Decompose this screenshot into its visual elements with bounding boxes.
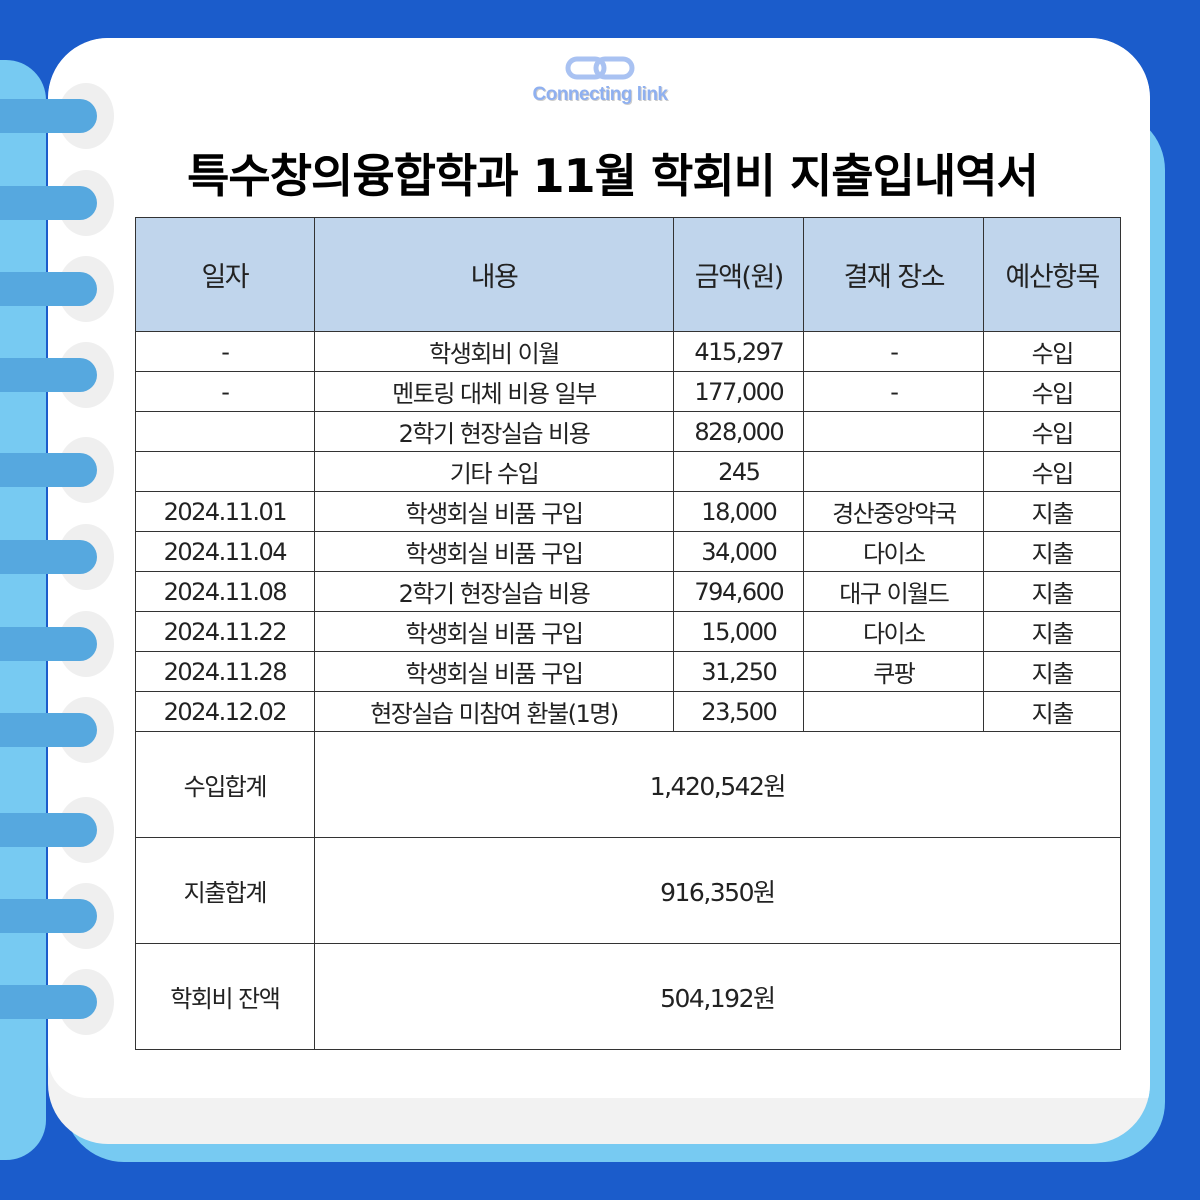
cell-payment-place: [803, 451, 985, 492]
cell-amount: 31,250: [673, 651, 805, 692]
cell-amount: 18,000: [673, 491, 805, 532]
cell-date: 2024.11.04: [135, 531, 315, 572]
table-row: - 학생회비 이월 415,297- 수입: [135, 331, 1121, 372]
cell-date: -: [135, 371, 315, 412]
binding-ring: [0, 99, 97, 133]
table-row: 2024.11.22 학생회실 비품 구입 15,000 다이소 지출: [135, 611, 1121, 652]
table-row: 2024.11.04 학생회실 비품 구입 34,000 다이소 지출: [135, 531, 1121, 572]
cell-date: 2024.11.22: [135, 611, 315, 652]
cell-description: 멘토링 대체 비용 일부: [313, 371, 675, 412]
header-budget-item: 예산항목: [983, 217, 1121, 332]
cell-date: 2024.11.01: [135, 491, 315, 532]
cell-date: 2024.11.28: [135, 651, 315, 692]
cell-budget-item: 지출: [983, 651, 1121, 692]
header-amount: 금액(원): [673, 217, 805, 332]
cell-amount: 828,000: [673, 411, 805, 452]
cell-payment-place: 경산중앙약국: [803, 491, 985, 532]
binding-ring: [0, 186, 97, 220]
notebook-binding-strip: [0, 60, 46, 1160]
cell-date: 2024.11.08: [135, 571, 315, 612]
binding-ring: [0, 627, 97, 661]
cell-amount: 415,297: [673, 331, 805, 372]
binding-ring: [0, 453, 97, 487]
summary-value: 916,350원: [313, 837, 1122, 944]
cell-date: [135, 411, 315, 452]
cell-description: 현장실습 미참여 환불(1명): [313, 691, 675, 732]
table-row: 2024.11.01 학생회실 비품 구입 18,000 경산중앙약국 지출: [135, 491, 1121, 532]
header-description: 내용: [313, 217, 675, 332]
cell-budget-item: 수입: [983, 451, 1121, 492]
ledger-table: 일자 내용 금액(원) 결재 장소 예산항목 - 학생회비 이월 415,297- 수입 - 멘토…: [135, 217, 1122, 1050]
cell-payment-place: -: [803, 371, 985, 412]
table-row: 2024.11.28 학생회실 비품 구입 31,250 쿠팡 지출: [135, 651, 1121, 692]
cell-amount: 15,000: [673, 611, 805, 652]
table-row: 기타 수입 245 수입: [135, 451, 1121, 492]
binding-ring: [0, 358, 97, 392]
cell-budget-item: 수입: [983, 371, 1121, 412]
cell-budget-item: 지출: [983, 491, 1121, 532]
cell-budget-item: 지출: [983, 691, 1121, 732]
binding-ring: [0, 713, 97, 747]
table-row: 2024.11.08 2학기 현장실습 비용 794,600 대구 이월드 지출: [135, 571, 1121, 612]
cell-amount: 245: [673, 451, 805, 492]
summary-row: 지출합계 916,350원: [135, 837, 1122, 944]
table-row: - 멘토링 대체 비용 일부 177,000- 수입: [135, 371, 1121, 412]
cell-budget-item: 지출: [983, 531, 1121, 572]
cell-amount: 23,500: [673, 691, 805, 732]
cell-description: 학생회실 비품 구입: [313, 611, 675, 652]
cell-amount: 34,000: [673, 531, 805, 572]
header-date: 일자: [135, 217, 315, 332]
summary-row: 수입합계 1,420,542원: [135, 731, 1122, 838]
binding-ring: [0, 272, 97, 306]
cell-payment-place: 다이소: [803, 611, 985, 652]
cell-payment-place: 다이소: [803, 531, 985, 572]
summary-label: 수입합계: [135, 731, 315, 838]
logo-text: Connecting link: [532, 84, 669, 105]
summary-value: 504,192원: [313, 943, 1122, 1050]
summary-label: 학회비 잔액: [135, 943, 315, 1050]
cell-payment-place: -: [803, 331, 985, 372]
chain-link-icon: [565, 56, 635, 80]
header-row: 일자 내용 금액(원) 결재 장소 예산항목: [135, 217, 1121, 332]
binding-ring: [0, 899, 97, 933]
cell-date: -: [135, 331, 315, 372]
logo: Connecting link: [520, 56, 680, 106]
cell-description: 2학기 현장실습 비용: [313, 571, 675, 612]
header-payment-place: 결재 장소: [803, 217, 985, 332]
binding-ring: [0, 813, 97, 847]
cell-amount: 794,600: [673, 571, 805, 612]
cell-description: 학생회비 이월: [313, 331, 675, 372]
cell-budget-item: 수입: [983, 331, 1121, 372]
cell-payment-place: 쿠팡: [803, 651, 985, 692]
cell-payment-place: [803, 411, 985, 452]
cell-description: 학생회실 비품 구입: [313, 651, 675, 692]
cell-description: 기타 수입: [313, 451, 675, 492]
cell-payment-place: [803, 691, 985, 732]
summary-value: 1,420,542원: [313, 731, 1122, 838]
cell-description: 학생회실 비품 구입: [313, 491, 675, 532]
cell-budget-item: 지출: [983, 611, 1121, 652]
cell-budget-item: 수입: [983, 411, 1121, 452]
table-row: 2학기 현장실습 비용 828,000 수입: [135, 411, 1121, 452]
table-row: 2024.12.02 현장실습 미참여 환불(1명) 23,500 지출: [135, 691, 1121, 732]
cell-date: 2024.12.02: [135, 691, 315, 732]
cell-budget-item: 지출: [983, 571, 1121, 612]
summary-row: 학회비 잔액 504,192원: [135, 943, 1122, 1050]
cell-date: [135, 451, 315, 492]
summary-label: 지출합계: [135, 837, 315, 944]
cell-description: 학생회실 비품 구입: [313, 531, 675, 572]
cell-payment-place: 대구 이월드: [803, 571, 985, 612]
cell-amount: 177,000: [673, 371, 805, 412]
cell-description: 2학기 현장실습 비용: [313, 411, 675, 452]
binding-ring: [0, 985, 97, 1019]
page-title: 특수창의융합학과 11월 학회비 지출입내역서: [187, 149, 1039, 203]
binding-ring: [0, 540, 97, 574]
